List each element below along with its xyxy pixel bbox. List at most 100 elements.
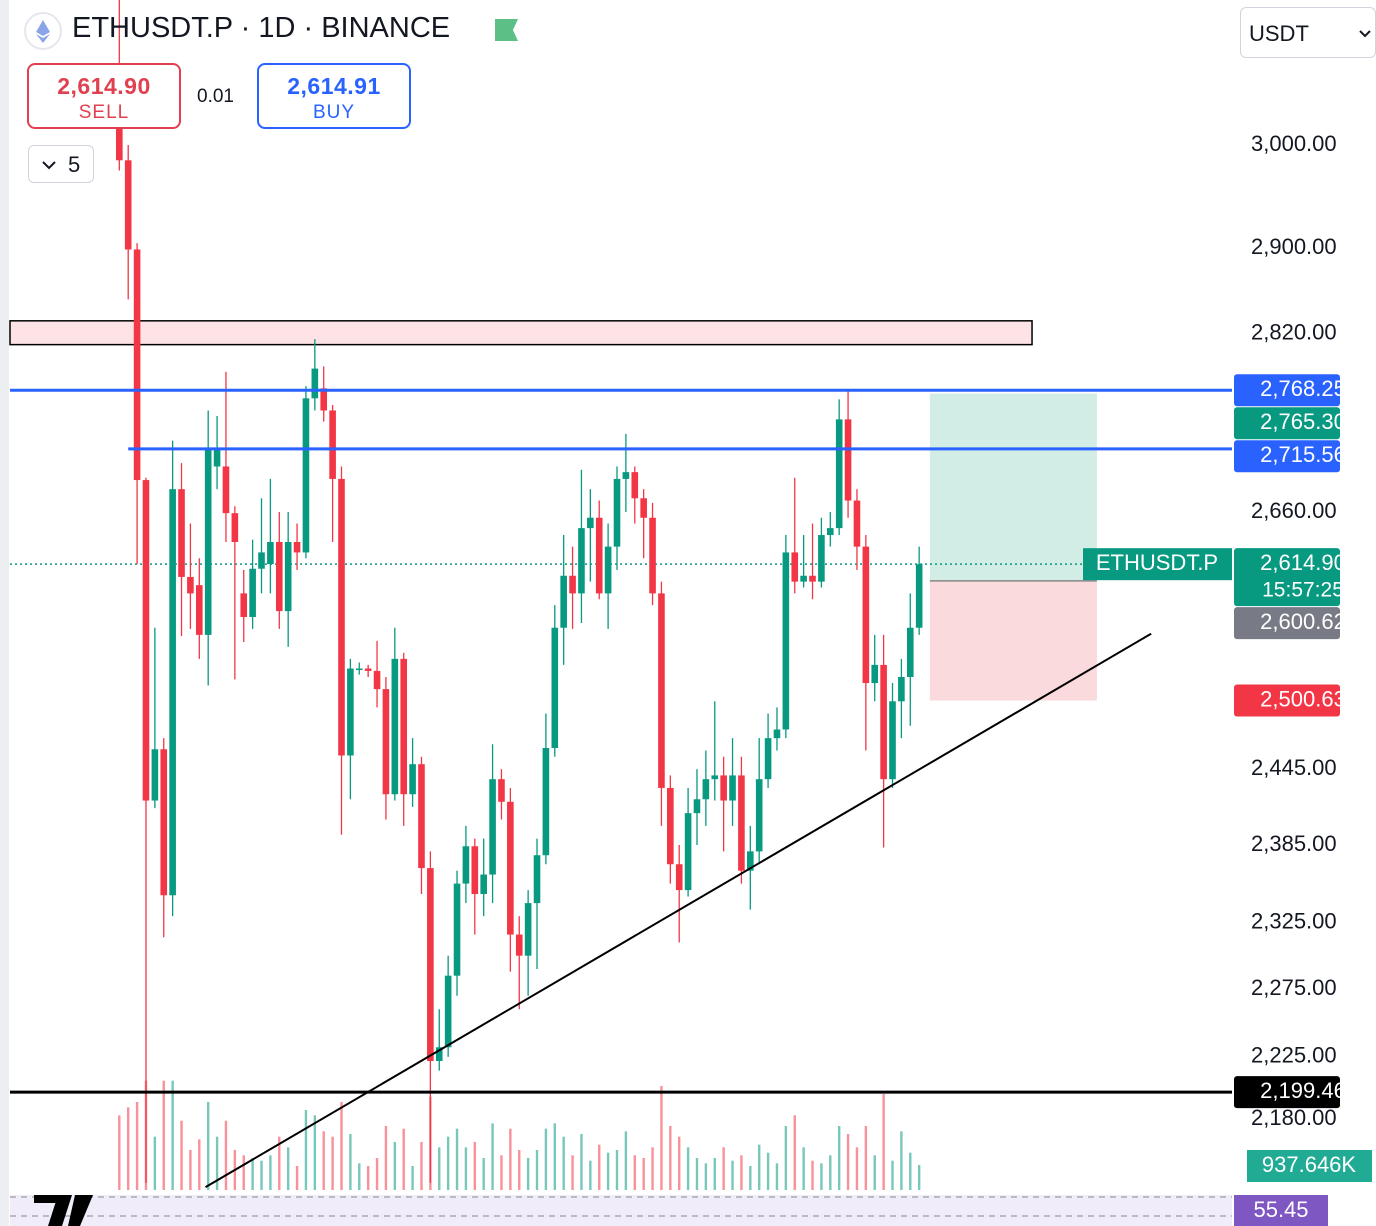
- volume-bar: [420, 1142, 423, 1190]
- candle-body: [462, 846, 470, 884]
- y-tick-label: 2,180.00: [1251, 1105, 1337, 1130]
- candle-body: [569, 575, 576, 594]
- volume-bar: [811, 1160, 814, 1190]
- volume-bar: [242, 1155, 245, 1190]
- volume-bar: [198, 1139, 201, 1190]
- volume-bar: [651, 1147, 654, 1190]
- currency-select[interactable]: USDT: [1240, 7, 1376, 58]
- candle-body: [889, 701, 896, 780]
- price-label-box: [1234, 1076, 1340, 1109]
- tv-logo: [48, 1195, 93, 1226]
- candle-body: [409, 764, 416, 795]
- y-tick-label: 2,445.00: [1251, 755, 1337, 780]
- volume-bar: [544, 1128, 548, 1190]
- volume-bar: [722, 1147, 725, 1190]
- candle-body: [400, 658, 408, 795]
- volume-bar: [384, 1126, 388, 1190]
- volume-bar: [731, 1160, 734, 1190]
- symbol-title[interactable]: ETHUSDT.P · 1D · BINANCE: [72, 12, 451, 44]
- rsi-label-box: [1234, 1195, 1328, 1226]
- candle-body: [293, 541, 301, 553]
- candle-body: [160, 749, 168, 896]
- volume-bar: [500, 1155, 503, 1190]
- candle-body: [178, 489, 185, 577]
- candle-body: [915, 564, 923, 628]
- candle-body: [800, 575, 807, 582]
- volume-bar: [660, 1086, 663, 1190]
- buy-button[interactable]: 2,614.91 BUY: [257, 63, 411, 129]
- candle-body: [738, 775, 745, 871]
- candle-body: [364, 668, 372, 671]
- volume-bar: [829, 1155, 832, 1190]
- candle-body: [613, 478, 621, 547]
- volume-bar: [793, 1115, 796, 1190]
- volume-bar: [615, 1150, 619, 1190]
- volume-bar: [446, 1136, 450, 1190]
- volume-bar: [695, 1158, 699, 1190]
- candle-body: [320, 388, 328, 411]
- indicators-toggle[interactable]: 5: [28, 145, 94, 183]
- volume-bar: [358, 1163, 361, 1190]
- volume-bar: [669, 1126, 672, 1190]
- symbol-label-box: [1083, 548, 1232, 581]
- candle-body: [195, 585, 203, 635]
- volume-bar: [393, 1142, 397, 1190]
- candle-body: [444, 975, 452, 1048]
- countdown: 15:57:25: [1262, 579, 1344, 602]
- volume-bar: [189, 1150, 192, 1190]
- buy-price: 2,614.91: [287, 73, 381, 99]
- candle-body: [835, 419, 843, 529]
- candle-body: [844, 419, 852, 501]
- price-label-box: [1234, 440, 1340, 473]
- candle-body: [498, 779, 505, 802]
- price-label: 2,768.25: [1260, 376, 1346, 401]
- volume-bar: [411, 1166, 414, 1190]
- candle-body: [213, 448, 221, 467]
- spread: 0.01: [197, 86, 234, 107]
- candle-body: [267, 541, 274, 565]
- volume-bar: [571, 1155, 574, 1190]
- candle-body: [151, 749, 159, 801]
- candle-body: [667, 787, 674, 865]
- volume-bar: [482, 1158, 485, 1190]
- position-target: [929, 393, 1097, 581]
- candle-body: [373, 670, 381, 690]
- candle-body: [258, 552, 265, 569]
- volume-bar: [295, 1166, 299, 1190]
- price-label: 2,715.56: [1260, 442, 1346, 467]
- volume-bar: [322, 1131, 325, 1190]
- volume-bar: [206, 1102, 210, 1190]
- candle-body: [551, 627, 559, 749]
- volume-bar: [180, 1120, 183, 1190]
- candle-body: [329, 410, 336, 479]
- chevron: [1359, 30, 1371, 38]
- candle-body: [640, 498, 647, 518]
- candle-body: [222, 466, 230, 514]
- y-tick-label: 2,225.00: [1251, 1043, 1337, 1068]
- candle-body: [515, 934, 523, 956]
- volume-bar: [331, 1136, 334, 1190]
- sell-button[interactable]: 2,614.90 SELL: [27, 63, 181, 129]
- volume-bar: [855, 1147, 859, 1190]
- volume-bar: [784, 1126, 788, 1190]
- candle-body: [169, 489, 176, 896]
- volume-bar: [340, 1102, 343, 1190]
- candle-body: [595, 517, 603, 594]
- volume-bar: [633, 1155, 636, 1190]
- volume-label-box: [1247, 1150, 1372, 1182]
- tv-logo: [34, 1195, 62, 1203]
- price-label: 2,199.46: [1260, 1078, 1346, 1103]
- volume-bar: [251, 1158, 254, 1190]
- volume-bar: [606, 1152, 610, 1190]
- y-tick-label: 2,900.00: [1251, 234, 1337, 259]
- volume-bar: [260, 1160, 263, 1190]
- volume-bar: [473, 1142, 477, 1190]
- volume-bar: [535, 1150, 539, 1190]
- volume-bar: [873, 1155, 876, 1190]
- candle-body: [755, 779, 763, 852]
- price-label: 2,614.90: [1260, 550, 1346, 575]
- volume-bar: [349, 1134, 352, 1190]
- candle-body: [284, 541, 292, 612]
